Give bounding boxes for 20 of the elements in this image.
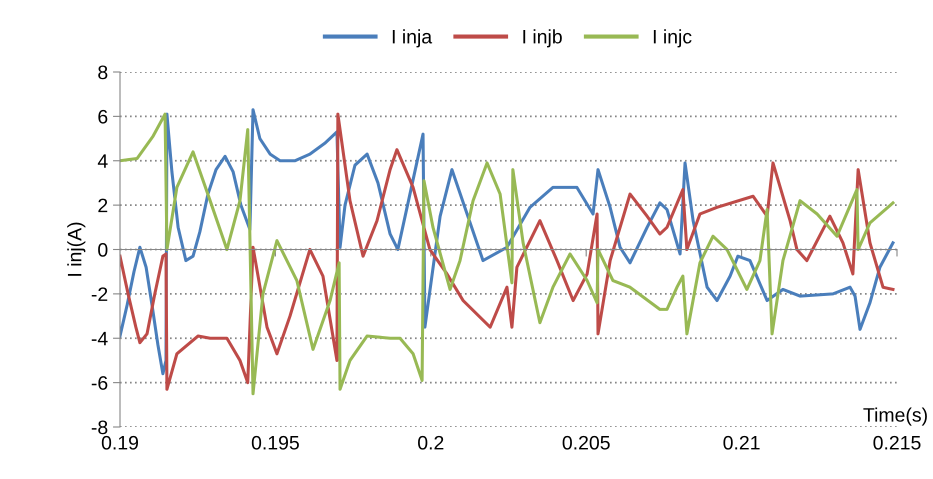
y-tick-label: 6 xyxy=(98,110,108,124)
x-tick-label: 0.215 xyxy=(873,436,921,450)
y-tick-label: -8 xyxy=(92,420,108,434)
y-tick-label: 4 xyxy=(98,154,108,168)
legend-label: I injc xyxy=(654,29,692,48)
x-tick-label: 0.195 xyxy=(252,436,299,450)
x-tick-label: 0.205 xyxy=(562,436,610,450)
x-tick-label: 0.21 xyxy=(723,436,760,450)
x-axis-title: Time(s) xyxy=(863,407,927,426)
y-tick-label: -6 xyxy=(92,376,108,390)
legend-label: I injb xyxy=(523,29,562,48)
x-tick-label: 0.2 xyxy=(418,436,444,450)
x-tick-label: 0.19 xyxy=(102,436,138,450)
y-tick-label: 0 xyxy=(98,242,108,257)
legend-label: I inja xyxy=(392,29,432,48)
y-tick-label: 2 xyxy=(98,198,108,212)
y-tick-label: -4 xyxy=(92,332,108,346)
y-axis-title: I inj(A) xyxy=(67,222,86,276)
y-tick-label: 8 xyxy=(98,65,108,80)
y-tick-label: -2 xyxy=(92,287,108,301)
